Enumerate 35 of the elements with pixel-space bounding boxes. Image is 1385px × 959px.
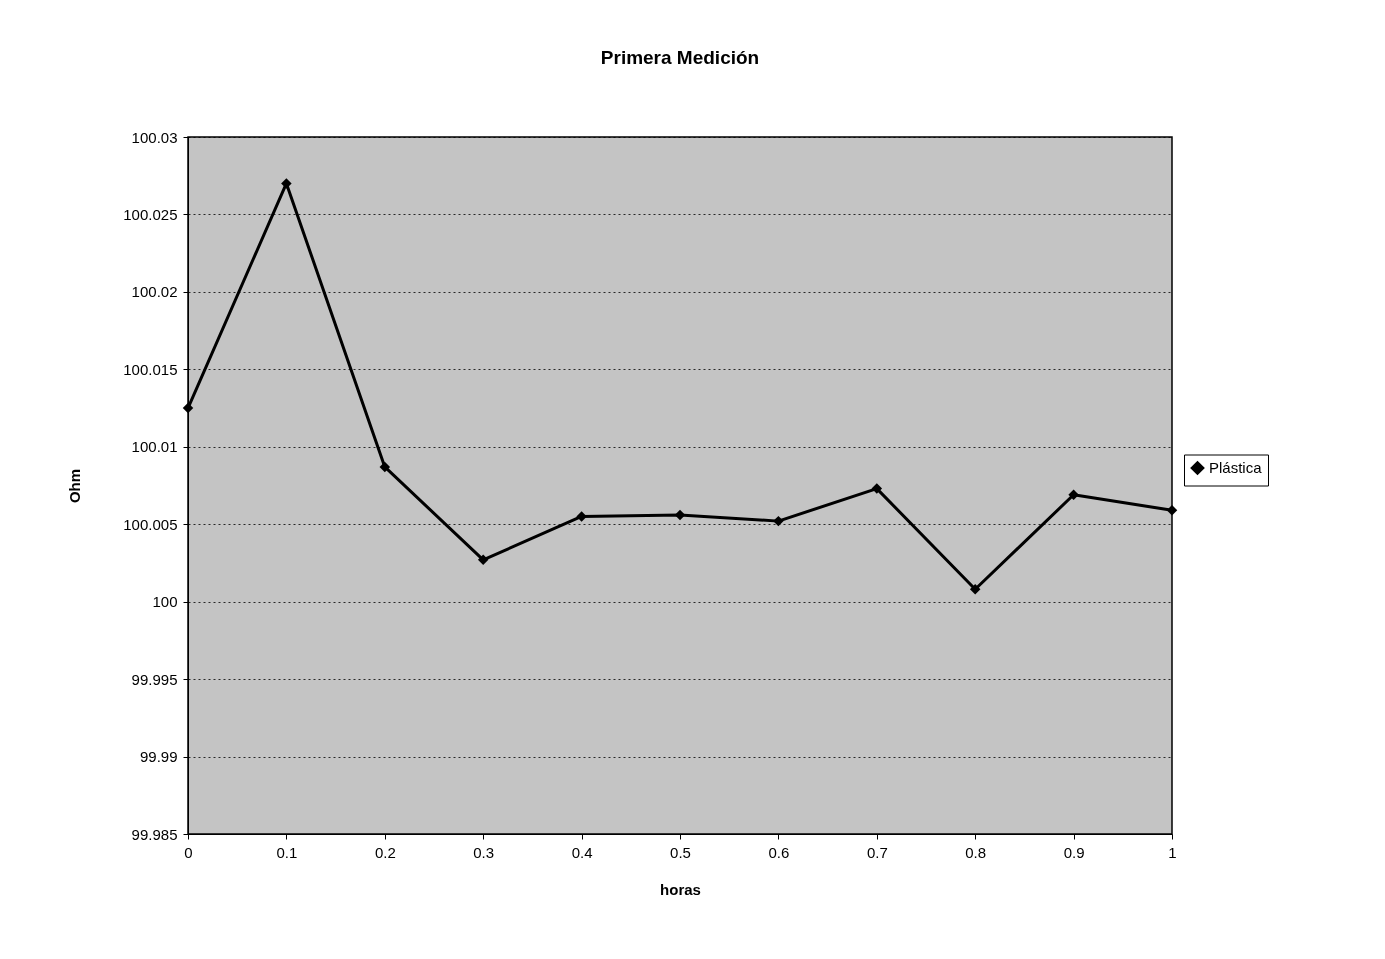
point <box>182 402 194 414</box>
y-tick-label: 100.005 <box>123 515 178 533</box>
y-tick-label: 100.025 <box>123 205 178 223</box>
x-tick-label: 0.4 <box>571 843 593 861</box>
legend-label: Plástica <box>1209 459 1263 476</box>
y-tick-label: 99.995 <box>131 670 178 688</box>
point <box>1068 489 1079 501</box>
x-tick-label: 0.3 <box>473 843 495 861</box>
y-tick-label: 100.01 <box>131 438 178 456</box>
x-tick-label: 0.5 <box>670 843 691 861</box>
point <box>871 483 883 494</box>
x-tick-label: 0 <box>184 843 193 861</box>
y-tick-label: 100.03 <box>131 128 178 146</box>
point <box>1166 505 1178 516</box>
x-tick-label: 0.6 <box>768 843 790 861</box>
x-tick-label: 0.9 <box>1063 843 1085 861</box>
point <box>773 515 784 527</box>
x-tick-label: 1 <box>1168 843 1177 861</box>
point <box>379 461 391 473</box>
y-tick-label: 100 <box>152 593 178 611</box>
y-axis-title: Ohm <box>66 468 84 504</box>
y-tick-label: 100.015 <box>123 360 178 378</box>
x-tick-label: 0.1 <box>276 843 298 861</box>
y-tick-label: 100.02 <box>131 283 178 301</box>
point <box>477 554 489 566</box>
point <box>969 584 981 595</box>
x-axis-title: horas <box>660 880 701 898</box>
point <box>281 178 292 189</box>
x-tick-label: 0.7 <box>866 843 888 861</box>
x-tick-label: 0.8 <box>965 843 987 861</box>
x-tick-label: 0.2 <box>374 843 396 861</box>
y-tick-label: 99.985 <box>131 825 178 843</box>
y-tick-label: 99.99 <box>139 748 178 766</box>
chart-title: Primera Medición <box>600 47 760 68</box>
point <box>576 511 587 522</box>
